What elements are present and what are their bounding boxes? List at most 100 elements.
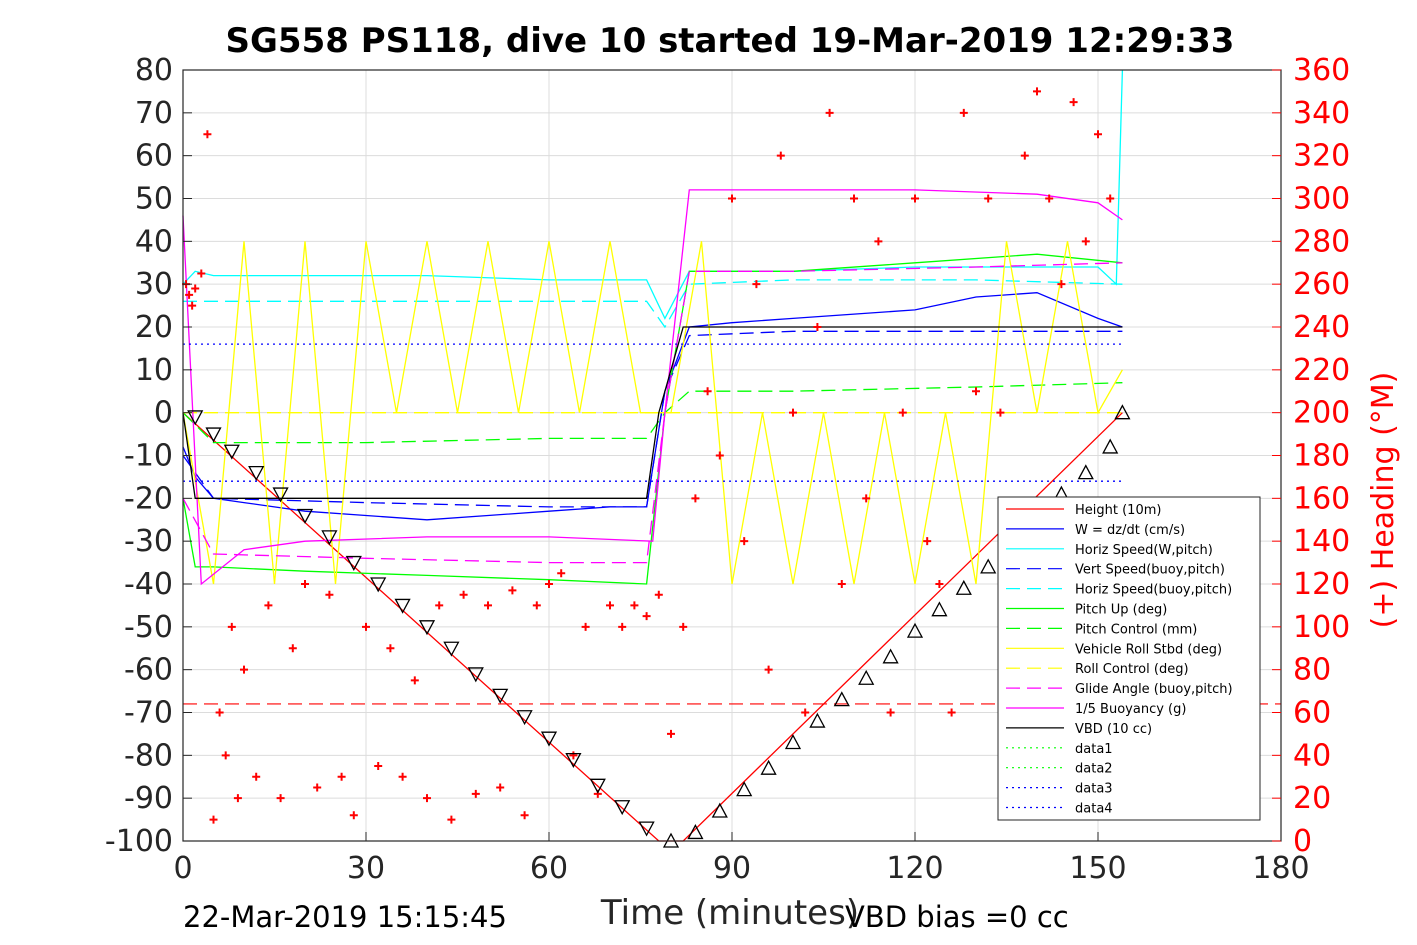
heading-marker (325, 590, 334, 599)
heading-marker (188, 301, 197, 310)
legend-label: Vert Speed(buoy,pitch) (1075, 563, 1225, 578)
depth-marker (205, 427, 222, 443)
heading-marker (203, 130, 212, 139)
x-tick-label: 60 (530, 851, 568, 886)
heading-marker (715, 451, 724, 460)
legend-label: Pitch Up (deg) (1075, 603, 1167, 618)
heading-marker (386, 644, 395, 653)
right-tick-label: 220 (1293, 353, 1350, 388)
heading-marker (874, 237, 883, 246)
footer-vbd-bias: VBD bias =0 cc (845, 900, 1069, 934)
heading-marker (185, 290, 194, 299)
right-tick-label: 0 (1293, 824, 1312, 859)
heading-marker (703, 387, 712, 396)
left-tick-label: -70 (124, 696, 173, 731)
heading-marker (362, 622, 370, 631)
heading-marker (227, 622, 236, 631)
right-tick-label: 280 (1293, 224, 1350, 259)
heading-marker (233, 794, 242, 803)
heading-marker (886, 708, 895, 717)
depth-marker (565, 752, 582, 768)
series-line-7 (182, 382, 1123, 444)
x-tick-label: 90 (713, 851, 751, 886)
heading-marker (911, 194, 919, 203)
heading-marker (1057, 280, 1066, 289)
heading-marker (459, 590, 468, 599)
depth-marker (418, 620, 436, 636)
depth-marker (638, 821, 655, 837)
heading-marker (935, 580, 944, 588)
depth-marker (736, 781, 753, 797)
footer-timestamp: 22-Mar-2019 15:15:45 (183, 900, 507, 934)
heading-marker (215, 708, 224, 717)
left-tick-label: -30 (124, 524, 173, 559)
heading-marker (313, 783, 322, 792)
heading-marker (374, 762, 383, 771)
series-line-11 (182, 189, 1123, 586)
heading-marker (752, 280, 761, 289)
right-tick-label: 260 (1293, 267, 1350, 302)
heading-marker (221, 751, 230, 760)
depth-marker (833, 691, 850, 707)
right-tick-label: 180 (1293, 439, 1350, 474)
x-tick-label: 180 (1252, 851, 1309, 886)
heading-marker (484, 601, 492, 610)
depth-marker (345, 555, 362, 571)
depth-marker (882, 648, 899, 664)
heading-marker (410, 676, 419, 685)
heading-markers (182, 87, 1115, 824)
heading-marker (898, 408, 907, 417)
right-tick-label: 300 (1293, 182, 1350, 217)
depth-marker (858, 669, 875, 685)
left-tick-label: 70 (135, 96, 173, 131)
heading-marker (606, 601, 614, 610)
heading-marker (545, 580, 553, 588)
legend-label: Horiz Speed(W,pitch) (1075, 543, 1213, 558)
legend-label: Height (10m) (1075, 503, 1161, 518)
heading-marker (947, 708, 956, 717)
heading-marker (984, 194, 993, 203)
heading-marker (972, 387, 980, 396)
left-tick-label: -50 (124, 610, 173, 645)
series-line-4 (182, 330, 1123, 508)
heading-marker (667, 729, 675, 738)
right-tick-label: 340 (1293, 96, 1350, 131)
heading-marker (197, 269, 206, 278)
left-tick-label: 50 (135, 182, 173, 217)
legend: Height (10m) W = dz/dt (cm/s) Horiz Speed(… (997, 496, 1261, 821)
left-tick-label: -90 (124, 781, 173, 816)
x-axis-label: Time (minutes) (600, 893, 859, 933)
left-tick-label: 30 (135, 267, 173, 302)
heading-marker (862, 494, 871, 503)
heading-marker (728, 194, 736, 203)
chart-title: SG558 PS118, dive 10 started 19-Mar-2019… (226, 21, 1235, 61)
heading-marker (276, 794, 285, 803)
x-tick-label: 0 (173, 851, 192, 886)
heading-marker (654, 590, 663, 599)
right-tick-label: 240 (1293, 310, 1350, 345)
right-tick-label: 320 (1293, 139, 1350, 174)
legend-box (997, 496, 1261, 821)
left-tick-label: 80 (135, 53, 173, 88)
heading-marker (252, 772, 261, 781)
x-tick-label: 30 (347, 851, 385, 886)
right-tick-label: 160 (1293, 481, 1350, 516)
depth-marker (1114, 404, 1131, 420)
right-axis-label: (+) Heading (°M) (1366, 372, 1401, 629)
series-line-10 (182, 262, 1123, 564)
right-tick-label: 140 (1293, 524, 1350, 559)
left-tick-label: -20 (124, 481, 173, 516)
legend-label: data1 (1075, 742, 1113, 757)
heading-marker (825, 108, 834, 117)
heading-marker (679, 622, 688, 631)
depth-marker (1102, 438, 1119, 454)
depth-marker (614, 800, 631, 816)
heading-marker (959, 108, 968, 117)
legend-label: Roll Control (deg) (1075, 662, 1189, 677)
left-tick-label: 10 (135, 353, 173, 388)
depth-marker (540, 731, 558, 747)
heading-marker (923, 537, 932, 546)
x-axis-ticks: 0 30 60 90 120 150 180 (173, 832, 1310, 886)
depth-marker (296, 508, 314, 524)
